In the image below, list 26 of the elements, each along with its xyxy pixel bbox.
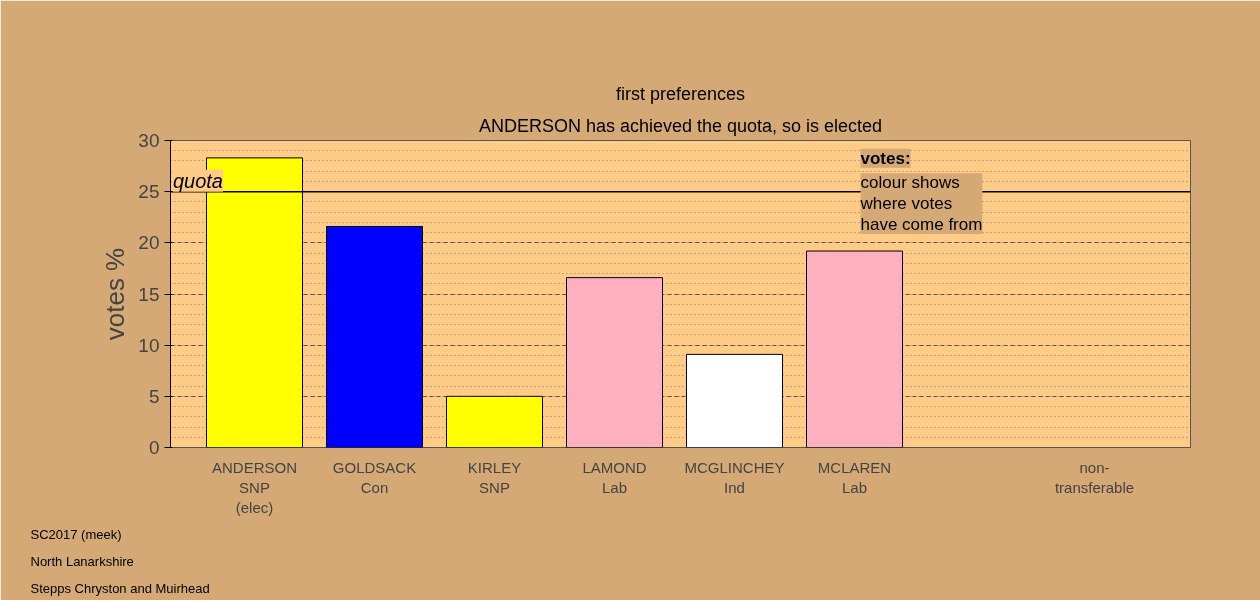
bar (446, 395, 543, 448)
chart-title: first preferences (615, 83, 746, 104)
y-tick-label: 15 (138, 283, 160, 305)
annotation: colour shows where votes have come from (859, 173, 983, 235)
x-tick-label: LAMOND Lab (582, 458, 647, 496)
x-tick-label: KIRLEY SNP (467, 458, 522, 496)
bar (566, 277, 663, 448)
bar (326, 225, 423, 448)
x-tick-label: non- transferable (1054, 458, 1135, 496)
x-tick-label: MCGLINCHEY Ind (684, 458, 785, 496)
y-tick-label: 20 (138, 232, 160, 254)
x-tick-label: ANDERSON SNP (elec) (211, 458, 298, 517)
text: SC2017 (meek) North Lanarkshire Stepps Chryston and Muirhead (30, 526, 210, 596)
annotation: votes: (860, 148, 911, 168)
x-tick-label: GOLDSACK Con (332, 458, 417, 496)
ref-line-label: quota (172, 169, 223, 192)
y-tick-label: 25 (138, 181, 160, 203)
y-tick-label: 30 (138, 130, 160, 151)
chart-subtitle: ANDERSON has achieved the quota, so is elected (478, 115, 883, 136)
y-tick-label: 10 (138, 334, 160, 356)
bar (686, 353, 783, 448)
x-tick-label: MCLAREN Lab (817, 458, 892, 496)
y-axis-title: votes % (100, 247, 131, 341)
y-tick-label: 0 (148, 437, 160, 458)
y-tick-label: 5 (148, 385, 160, 407)
bar (806, 250, 903, 448)
